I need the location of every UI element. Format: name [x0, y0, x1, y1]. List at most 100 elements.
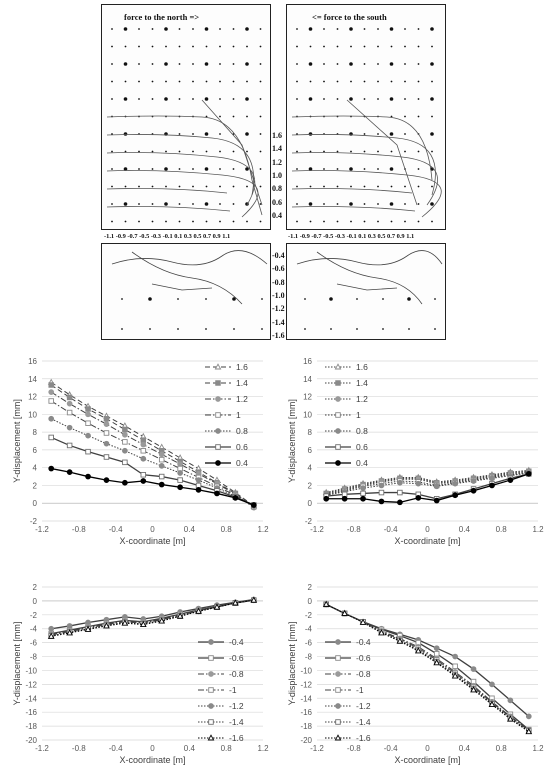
- target-dot: [205, 150, 208, 153]
- data-point: [103, 416, 110, 422]
- target-dot: [219, 133, 221, 135]
- level-label: 1.6: [272, 131, 282, 140]
- series-markers: [47, 596, 258, 639]
- x-tick-label: 1.2: [532, 744, 544, 753]
- target-dot: [138, 63, 140, 65]
- target-dot: [390, 80, 393, 83]
- x-axis-label: X-coordinate [m]: [394, 536, 460, 546]
- target-dot: [232, 168, 235, 170]
- target-dot: [363, 203, 366, 205]
- target-dot: [246, 80, 248, 83]
- level-label: -1.6: [272, 330, 285, 340]
- target-dot: [204, 132, 209, 136]
- target-dot: [296, 45, 298, 48]
- data-point: [85, 448, 91, 455]
- target-dot: [123, 62, 128, 66]
- target-dot: [350, 80, 352, 83]
- target-dot: [296, 80, 298, 83]
- target-dot: [336, 220, 339, 223]
- target-dot: [205, 80, 208, 83]
- chart-upper-south: -2 0 2 4 6 8 10 12 14 16 -1.2 -0.8 -0.4 0 0.4 0.8 1.2 X-c…: [287, 357, 544, 546]
- data-point: [215, 444, 221, 450]
- target-dot: [336, 185, 339, 188]
- target-dot: [123, 132, 128, 136]
- target-dot: [178, 63, 181, 65]
- target-dot: [178, 150, 181, 153]
- target-dot: [389, 97, 394, 101]
- x-tick-label: 0: [425, 744, 430, 753]
- data-point: [335, 639, 341, 645]
- series-line: [50, 436, 255, 506]
- target-dot: [138, 220, 140, 223]
- data-point: [103, 477, 110, 483]
- y-tick-label: 8: [33, 428, 38, 437]
- data-point: [66, 400, 73, 407]
- target-dot: [336, 203, 339, 205]
- data-point: [470, 666, 477, 672]
- series-markers: [323, 601, 532, 734]
- data-point: [103, 430, 110, 436]
- y-tick-label: 10: [303, 410, 312, 419]
- photo-x-ticks-right: -1.1 -0.9 -0.7 -0.5 -0.3 -0.1 0.1 0.3 0.…: [288, 233, 415, 240]
- target-dot: [308, 167, 313, 171]
- data-point: [334, 363, 342, 370]
- data-point: [250, 596, 258, 603]
- label-force-north: force to the north =>: [124, 12, 200, 22]
- y-tick-label: 2: [33, 481, 38, 490]
- target-dot: [124, 150, 127, 153]
- data-point: [250, 502, 257, 508]
- y-tick-label: -18: [25, 722, 37, 731]
- target-dot: [192, 45, 194, 48]
- y-tick-label: -12: [25, 680, 37, 689]
- data-point: [452, 653, 458, 660]
- target-dot: [417, 63, 420, 65]
- target-dot: [259, 115, 262, 118]
- x-tick-label: 0.4: [459, 525, 471, 534]
- target-dot: [192, 220, 194, 223]
- target-dot: [151, 150, 154, 153]
- level-label: 1.2: [272, 157, 282, 167]
- legend-label: -0.8: [229, 669, 244, 679]
- target-dot: [151, 98, 154, 100]
- target-dot: [111, 168, 113, 170]
- target-dot: [138, 203, 140, 205]
- photo-left-upper-grid: [106, 27, 263, 223]
- x-tick-label: -1.2: [310, 744, 324, 753]
- target-dot: [151, 28, 154, 30]
- target-dot: [111, 80, 113, 83]
- legend-marker: [335, 428, 341, 434]
- target-dot: [164, 27, 168, 31]
- target-dot: [178, 203, 181, 205]
- photo-panel: force to the north => <= force to the so…: [0, 0, 550, 345]
- target-dot: [232, 220, 235, 223]
- data-point: [158, 473, 165, 480]
- target-dot: [245, 62, 249, 66]
- target-dot: [377, 133, 379, 135]
- x-axis-label: X-coordinate [m]: [119, 536, 185, 546]
- target-dot: [219, 80, 221, 83]
- y-tick-label: -20: [300, 736, 312, 745]
- data-point: [451, 672, 459, 679]
- data-point: [85, 411, 91, 418]
- legend-marker: [335, 655, 341, 661]
- series-markers: [322, 600, 533, 735]
- series-markers: [323, 471, 532, 506]
- data-point: [414, 647, 422, 654]
- target-dot: [323, 185, 325, 188]
- target-dot: [232, 80, 235, 83]
- data-point: [208, 671, 214, 677]
- target-dot: [296, 220, 298, 223]
- legend-label: 1.2: [356, 394, 368, 404]
- y-tick-label: -8: [30, 653, 38, 662]
- legend-marker: [215, 428, 221, 434]
- data-point: [48, 398, 54, 404]
- y-tick-label: -16: [300, 708, 312, 717]
- target-dot: [336, 28, 339, 30]
- target-dot: [121, 328, 123, 330]
- x-axis-label: X-coordinate [m]: [394, 755, 460, 765]
- level-label: -1.0: [272, 290, 285, 300]
- legend-marker: [335, 639, 341, 645]
- legend-label: 0.8: [236, 426, 248, 436]
- legend-label: -1.6: [356, 733, 371, 743]
- target-dot: [417, 185, 420, 188]
